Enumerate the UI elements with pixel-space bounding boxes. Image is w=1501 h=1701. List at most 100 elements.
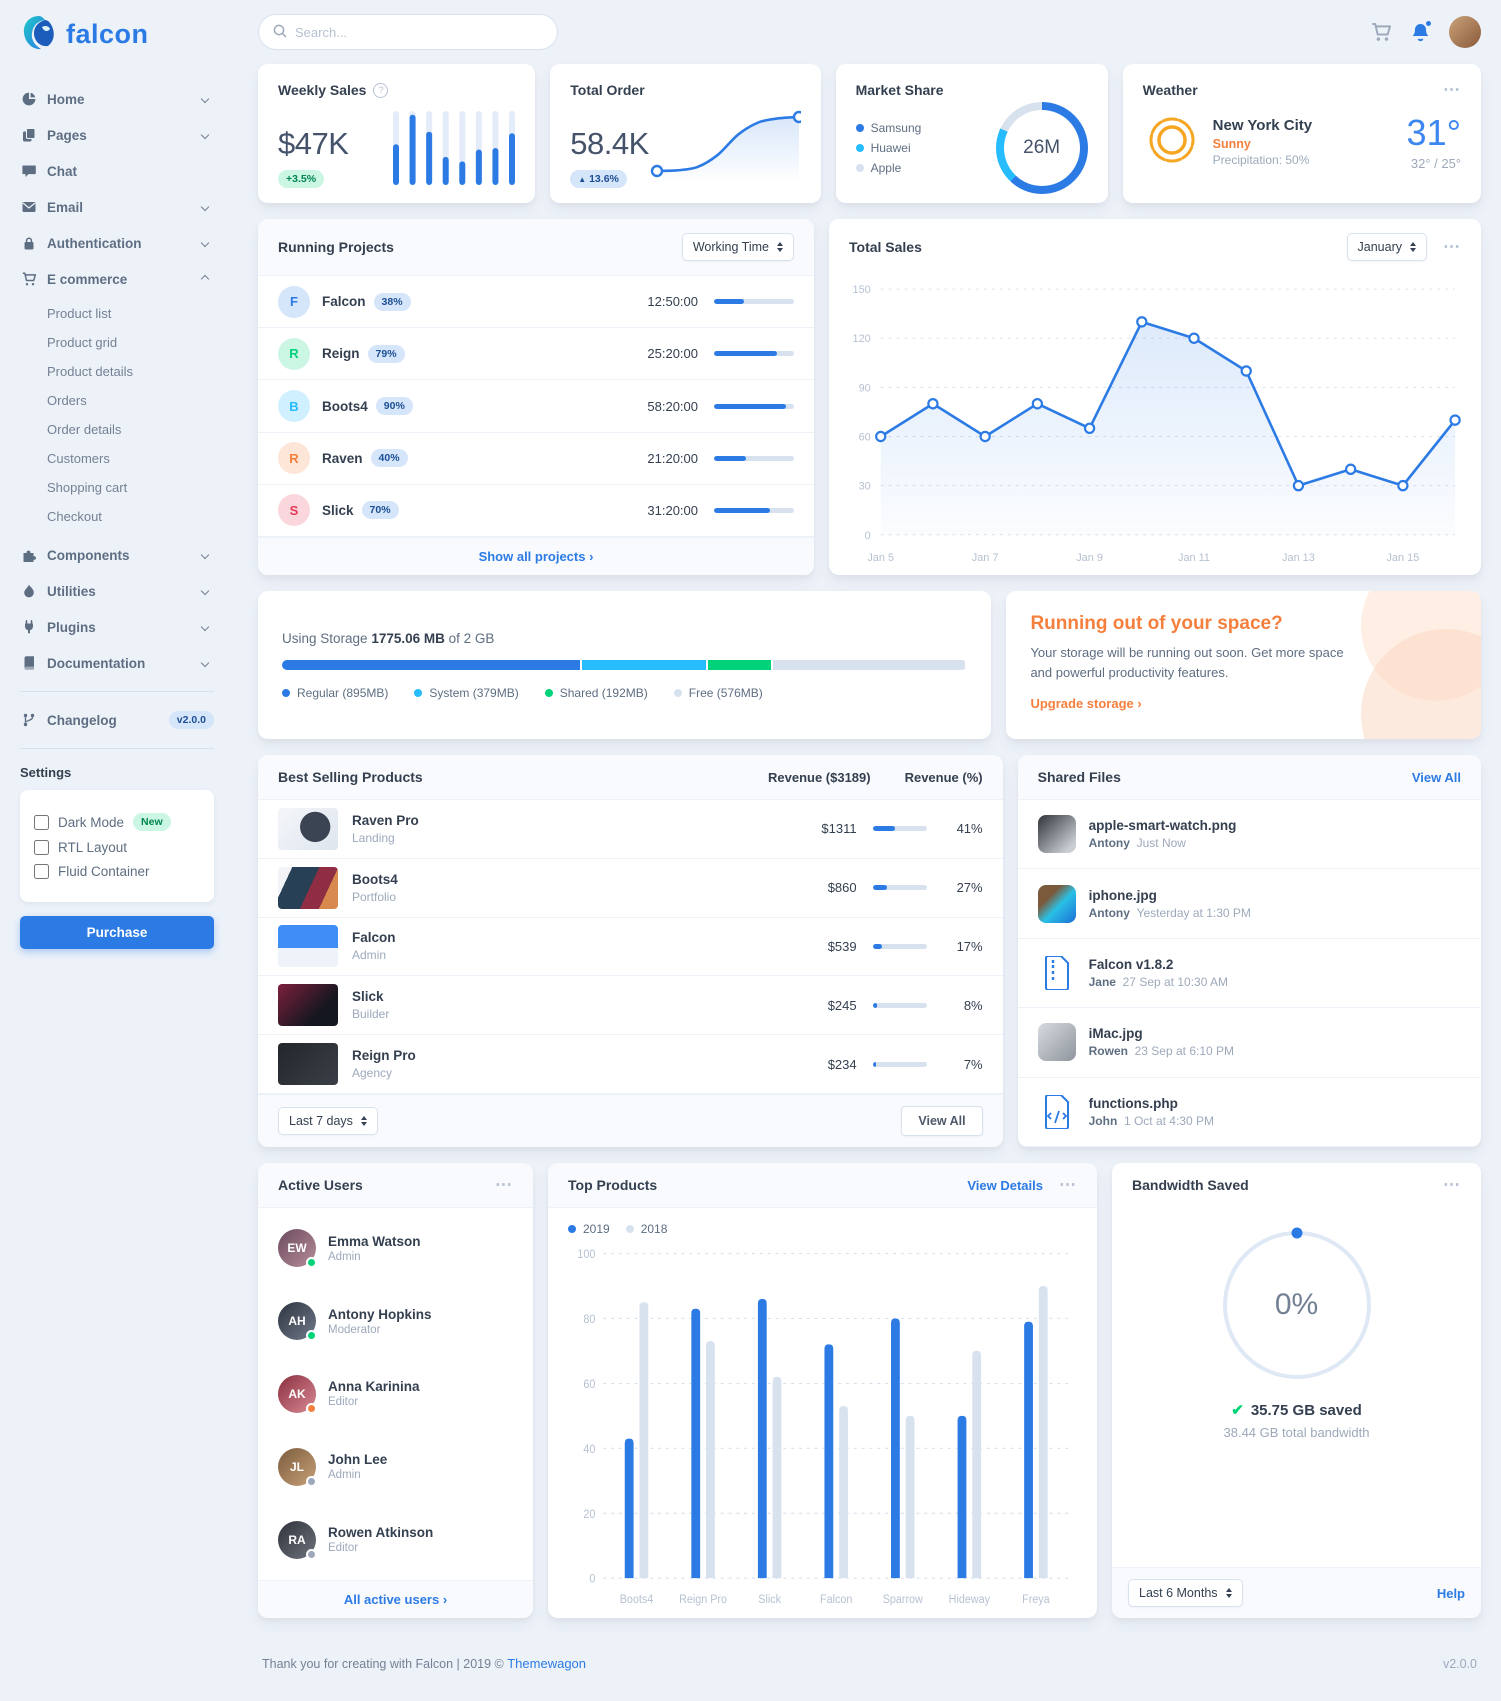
purchase-button[interactable]: Purchase — [20, 916, 214, 949]
sidebar-item-chat[interactable]: Chat — [20, 153, 214, 189]
project-name[interactable]: Slick — [322, 502, 354, 518]
product-name[interactable]: Falcon — [352, 930, 396, 946]
project-time: 31:20:00 — [647, 502, 698, 518]
sidebar-item-email[interactable]: Email — [20, 189, 214, 225]
total-sales-menu-icon[interactable]: ⋯ — [1443, 237, 1461, 256]
product-revenue: $245 — [827, 997, 857, 1013]
product-names: Reign Pro Agency — [352, 1048, 737, 1080]
last-7-days-select[interactable]: Last 7 days — [278, 1107, 378, 1135]
sidebar-item-pages[interactable]: Pages — [20, 117, 214, 153]
file-name[interactable]: iphone.jpg — [1088, 887, 1157, 903]
sidebar-item-home[interactable]: Home — [20, 81, 214, 117]
sidebar-subitem-customers[interactable]: Customers — [47, 451, 110, 466]
product-thumbnail — [278, 1043, 338, 1086]
shared-files-list: apple-smart-watch.png Antony Just Now ipho… — [1017, 800, 1481, 1147]
user-name[interactable]: John Lee — [328, 1452, 388, 1468]
file-name[interactable]: Falcon v1.8.2 — [1088, 957, 1174, 973]
sidebar-item-e-commerce[interactable]: E commerce — [20, 261, 214, 297]
market-share-donut: 26M — [995, 102, 1088, 194]
sidebar-item-plugins[interactable]: Plugins — [20, 609, 214, 645]
falcon-logo[interactable]: falcon — [20, 14, 214, 55]
sidebar-subitem-product-details[interactable]: Product details — [47, 364, 133, 379]
search-icon — [273, 24, 287, 41]
setting-label: RTL Layout — [58, 840, 128, 855]
active-users-title: Active Users — [278, 1177, 363, 1193]
weather-range: 32° / 25° — [1410, 156, 1461, 171]
project-name[interactable]: Falcon — [322, 294, 366, 310]
user-avatar: EW — [278, 1229, 317, 1269]
sidebar-subitem-order-details[interactable]: Order details — [47, 422, 122, 437]
view-details-link[interactable]: View Details — [967, 1177, 1043, 1193]
product-name[interactable]: Slick — [352, 989, 384, 1005]
check-icon: ✔ — [1231, 1402, 1244, 1419]
view-all-button[interactable]: View All — [901, 1106, 983, 1136]
total-sales-chart: 0 30 60 90 120 150 Jan 5 Jan 7 Jan 9 Jan 11 Jan 13… — [853, 284, 1461, 564]
dark-mode-checkbox[interactable] — [34, 814, 49, 830]
active-users-list: EW Emma Watson Admin AH Antony Hopkins Modera… — [258, 1208, 533, 1580]
product-names: Slick Builder — [352, 989, 737, 1021]
envelope-icon — [20, 200, 37, 214]
user-name[interactable]: Antony Hopkins — [328, 1306, 432, 1322]
total-sales-title: Total Sales — [849, 239, 922, 255]
last-6-months-select[interactable]: Last 6 Months — [1128, 1579, 1243, 1607]
fluid-container-checkbox[interactable] — [34, 864, 49, 879]
total-order-change-badge: ▲ 13.6% — [570, 170, 627, 188]
file-row: functions.php John 1 Oct at 4:30 PM — [1017, 1078, 1481, 1147]
file-name[interactable]: iMac.jpg — [1088, 1026, 1143, 1042]
bell-icon[interactable] — [1410, 19, 1432, 43]
file-name[interactable]: apple-smart-watch.png — [1088, 818, 1237, 834]
shared-files-title: Shared Files — [1037, 769, 1121, 785]
project-progress-bar — [714, 507, 794, 513]
product-name[interactable]: Boots4 — [352, 871, 398, 887]
shared-files-view-all-link[interactable]: View All — [1411, 769, 1461, 785]
sidebar-item-utilities[interactable]: Utilities — [20, 573, 214, 609]
projects-sales-row: Running Projects Working Time F Falcon 38%… — [258, 219, 1481, 575]
weather-menu-icon[interactable]: ⋯ — [1443, 80, 1461, 99]
svg-text:90: 90 — [859, 382, 871, 394]
sidebar-subitem-product-grid[interactable]: Product grid — [47, 335, 118, 350]
total-order-title: Total Order — [570, 82, 645, 98]
sidebar-item-components[interactable]: Components — [20, 537, 214, 573]
all-active-users-link[interactable]: All active users › — [343, 1592, 448, 1607]
product-name[interactable]: Raven Pro — [352, 812, 419, 828]
sidebar-subitem-shopping-cart[interactable]: Shopping cart — [47, 480, 128, 495]
working-time-select[interactable]: Working Time — [681, 233, 794, 261]
sidebar-item-changelog[interactable]: Changelog v2.0.0 — [20, 702, 214, 738]
project-name[interactable]: Reign — [322, 346, 360, 362]
storage-legend: Regular (895MB) System (379MB) Shared (192… — [282, 686, 967, 700]
user-name[interactable]: Rowen Atkinson — [328, 1525, 434, 1541]
search-input[interactable] — [295, 24, 543, 40]
user-avatar[interactable] — [1449, 16, 1481, 48]
cart-icon[interactable] — [1371, 22, 1392, 43]
sidebar-divider — [20, 748, 214, 749]
sidebar-subitem-checkout[interactable]: Checkout — [47, 509, 102, 524]
rtl-layout-checkbox[interactable] — [34, 840, 49, 855]
sidebar-subitem-orders[interactable]: Orders — [47, 393, 87, 408]
help-link[interactable]: Help — [1436, 1585, 1465, 1601]
search-box[interactable] — [258, 14, 558, 50]
sidebar-item-documentation[interactable]: Documentation — [20, 645, 214, 681]
weather-condition: Sunny — [1212, 136, 1251, 151]
sidebar-subitem-product-list[interactable]: Product list — [47, 306, 112, 321]
project-name[interactable]: Boots4 — [322, 398, 368, 414]
file-name[interactable]: functions.php — [1088, 1095, 1178, 1111]
storage-bar — [282, 659, 967, 670]
bandwidth-menu-icon[interactable]: ⋯ — [1443, 1175, 1461, 1194]
bandwidth-title: Bandwidth Saved — [1132, 1177, 1249, 1193]
active-users-menu-icon[interactable]: ⋯ — [495, 1175, 513, 1194]
user-name[interactable]: Emma Watson — [328, 1233, 421, 1249]
month-select[interactable]: January — [1346, 233, 1427, 261]
help-icon[interactable]: ? — [373, 82, 389, 98]
sidebar-item-authentication[interactable]: Authentication — [20, 225, 214, 261]
setting-option-dark-mode: Dark Mode New — [34, 813, 200, 831]
user-name[interactable]: Anna Karinina — [328, 1379, 420, 1395]
product-revenue-bar — [872, 826, 927, 832]
project-name[interactable]: Raven — [322, 450, 363, 466]
upgrade-storage-link[interactable]: Upgrade storage › — [1030, 696, 1142, 711]
themewagon-link[interactable]: Themewagon — [507, 1656, 587, 1671]
svg-text:Slick: Slick — [758, 1592, 781, 1606]
top-products-menu-icon[interactable]: ⋯ — [1059, 1175, 1077, 1194]
show-all-projects-link[interactable]: Show all projects › — [478, 549, 594, 564]
storage-legend-item: Shared (192MB) — [544, 686, 648, 700]
product-name[interactable]: Reign Pro — [352, 1048, 416, 1064]
